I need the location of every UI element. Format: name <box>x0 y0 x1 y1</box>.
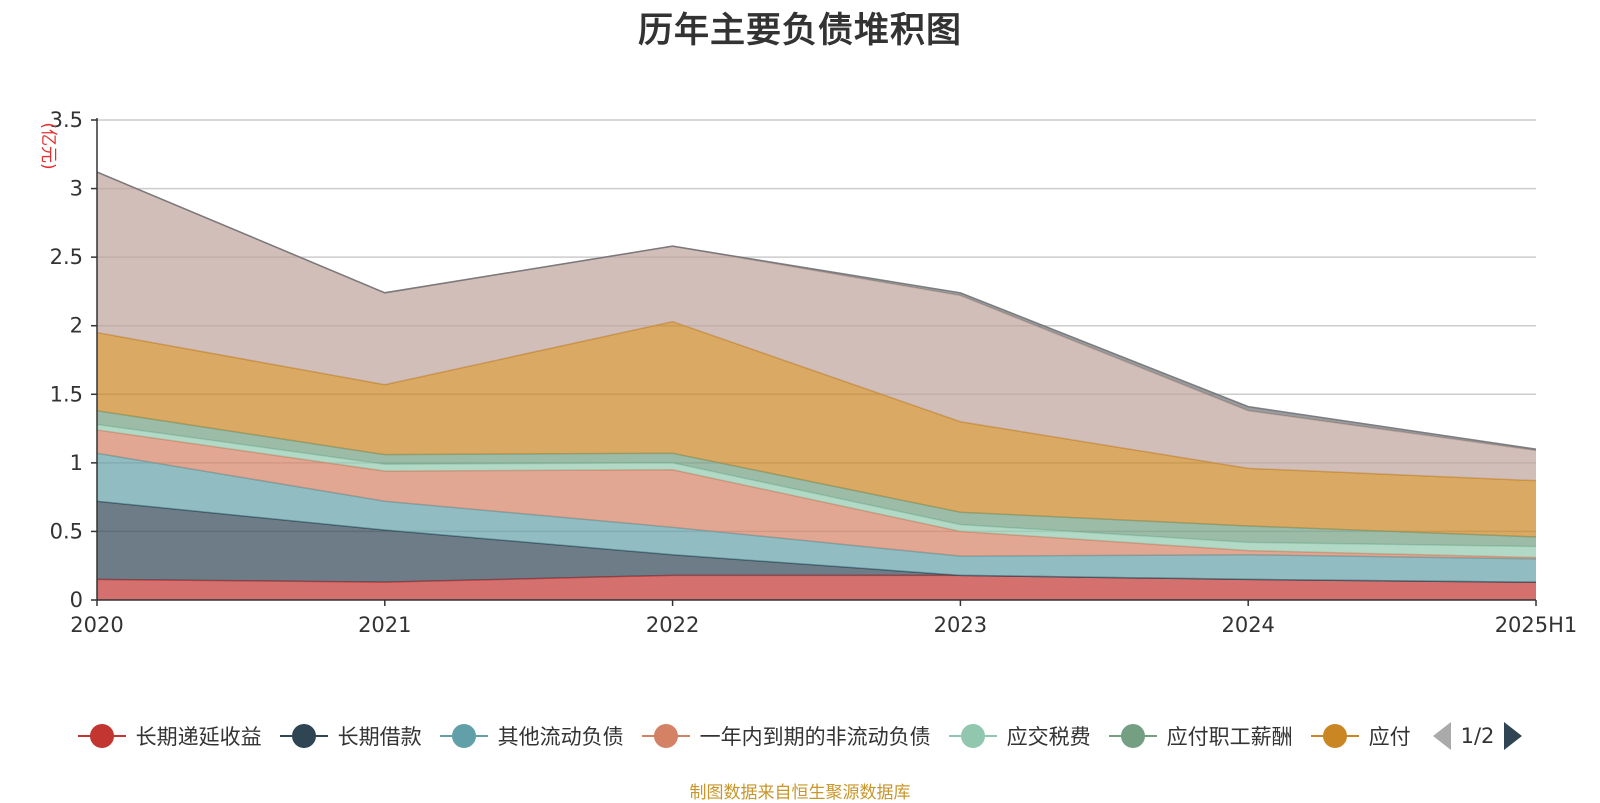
area-series-7 <box>97 172 1536 481</box>
y-tick-label: 1.5 <box>50 382 83 406</box>
legend: 长期递延收益 长期借款 其他流动负债 一年内到期的非流动负债 应交税费 应付职工薪酬 应付 1… <box>0 716 1600 756</box>
legend-label: 长期递延收益 <box>135 725 262 749</box>
area-series-2 <box>97 453 1536 583</box>
legend-label: 应付职工薪酬 <box>1166 725 1293 749</box>
legend-label: 长期借款 <box>337 725 422 749</box>
x-tick-label: 2025H1 <box>1495 613 1578 637</box>
x-tick-label: 2022 <box>646 613 699 637</box>
area-series-6 <box>97 321 1536 537</box>
legend-pager: 1/2 <box>1432 722 1523 750</box>
y-tick-label: 0.5 <box>50 519 83 543</box>
legend-label: 其他流动负债 <box>497 725 624 749</box>
y-tick-label: 2.5 <box>50 245 83 269</box>
legend-marker-icon <box>948 723 997 749</box>
legend-marker-icon <box>641 723 690 749</box>
line-series-3 <box>96 429 1537 559</box>
y-tick-label: 1 <box>70 451 83 475</box>
legend-item[interactable]: 其他流动负债 <box>439 721 624 751</box>
legend-label: 应付 <box>1368 725 1411 749</box>
legend-label: 一年内到期的非流动负债 <box>699 725 931 749</box>
legend-prev-page-icon[interactable] <box>1432 722 1451 750</box>
source-note: 制图数据来自恒生聚源数据库 <box>689 783 911 803</box>
chart-title: 历年主要负债堆积图 <box>637 11 962 51</box>
legend-next-page-icon[interactable] <box>1504 722 1523 750</box>
legend-marker-icon <box>439 723 488 749</box>
legend-item[interactable]: 应付 <box>1310 721 1411 751</box>
legend-item[interactable]: 应交税费 <box>948 721 1091 751</box>
x-tick-label: 2020 <box>70 613 123 637</box>
y-tick-label: 0 <box>70 588 83 612</box>
legend-marker-icon <box>77 723 126 749</box>
legend-marker-icon <box>1310 723 1359 749</box>
y-tick-label: 2 <box>70 314 83 338</box>
y-tick-label: 3.5 <box>50 108 83 132</box>
area-series-0 <box>97 575 1536 600</box>
line-series-8 <box>96 171 1537 450</box>
legend-item[interactable]: 长期借款 <box>279 721 422 751</box>
area-series-3 <box>97 429 1536 559</box>
legend-item[interactable]: 应付职工薪酬 <box>1108 721 1293 751</box>
y-axis-unit: (亿元) <box>38 122 58 169</box>
legend-item[interactable]: 一年内到期的非流动负债 <box>641 721 931 751</box>
area-series-5 <box>97 410 1536 547</box>
line-series-5 <box>96 410 1537 538</box>
legend-marker-icon <box>1108 723 1157 749</box>
x-tick-label: 2024 <box>1221 613 1274 637</box>
legend-item[interactable]: 长期递延收益 <box>77 721 262 751</box>
x-tick-label: 2021 <box>358 613 411 637</box>
area-series-8 <box>97 172 1536 451</box>
legend-marker-icon <box>279 723 328 749</box>
legend-label: 应交税费 <box>1006 725 1091 749</box>
legend-page-indicator: 1/2 <box>1460 724 1495 748</box>
area-series-1 <box>97 501 1536 583</box>
x-tick-label: 2023 <box>934 613 987 637</box>
chart-plot: 0 0.5 1 1.5 2 2.5 3 3.5 2020 2021 2022 2023 2024 2025… <box>38 108 1578 637</box>
y-tick-label: 3 <box>70 177 83 201</box>
